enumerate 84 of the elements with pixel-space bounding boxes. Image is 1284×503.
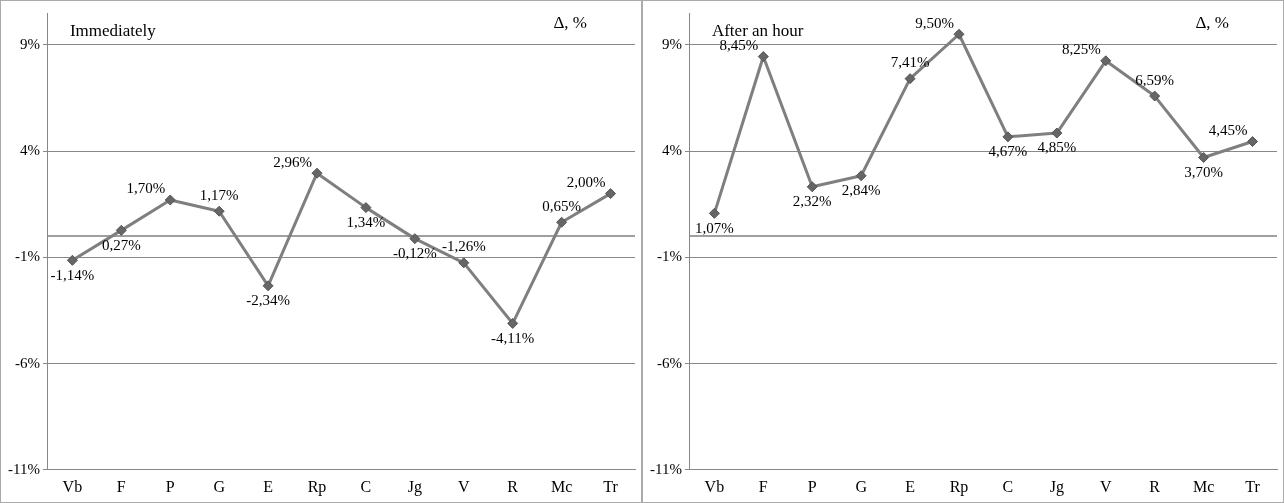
x-tick-label: Mc: [1192, 477, 1215, 495]
data-label: 9,50%: [915, 14, 955, 31]
x-tick-label: P: [807, 477, 817, 495]
point: [1149, 90, 1161, 102]
x-tick-label: Mc: [550, 477, 573, 495]
x-tick-label: P: [165, 477, 175, 495]
y-axis-title: Δ, %: [553, 12, 587, 32]
x-tick-label: G: [213, 477, 226, 495]
x-tick-label: F: [116, 477, 126, 495]
point: [1002, 131, 1014, 143]
data-label: 4,85%: [1037, 139, 1077, 156]
y-tick-label: 4%: [19, 142, 40, 159]
data-label: -2,34%: [246, 292, 290, 309]
point: [115, 224, 127, 236]
data-label: 4,67%: [988, 143, 1028, 160]
y-tick-label: -1%: [656, 248, 682, 265]
y-tick-label: 4%: [661, 142, 682, 159]
point: [806, 181, 818, 193]
point: [708, 207, 720, 219]
data-label: 2,00%: [566, 174, 606, 191]
data-label: 2,84%: [841, 182, 881, 199]
x-tick-label: E: [263, 477, 273, 495]
x-tick-label: Rp: [307, 477, 327, 496]
point: [556, 216, 568, 228]
text: Immediately: [69, 20, 157, 40]
x-tick-label: F: [758, 477, 768, 495]
data-label: 0,65%: [542, 197, 581, 214]
data-label: 1,07%: [695, 219, 734, 236]
point: [311, 167, 323, 179]
x-tick-label: R: [1149, 477, 1161, 495]
x-tick-label: E: [905, 477, 915, 495]
data-label: 8,25%: [1062, 41, 1101, 58]
point: [1100, 55, 1112, 67]
data-label: -4,11%: [491, 329, 535, 346]
point: [1198, 151, 1210, 163]
data-label: 0,27%: [101, 236, 141, 253]
y-axis-title: Δ, %: [1195, 12, 1229, 32]
point: [66, 254, 78, 266]
data-label: 3,70%: [1184, 163, 1223, 180]
x-tick-label: G: [855, 477, 868, 495]
data-label: 2,32%: [792, 193, 832, 210]
x-tick-label: Jg: [407, 477, 422, 496]
data-label: 1,34%: [346, 214, 386, 231]
data-label: 2,96%: [273, 153, 313, 170]
y-tick-label: -6%: [14, 354, 40, 371]
point: [953, 28, 965, 40]
x-tick-label: C: [360, 477, 372, 495]
y-tick-label: -11%: [650, 460, 682, 477]
x-tick-label: Rp: [949, 477, 969, 496]
point: [213, 205, 225, 217]
data-label: 7,41%: [890, 54, 930, 71]
x-tick-label: V: [1099, 477, 1112, 495]
y-tick-label: 9%: [661, 35, 682, 52]
x-tick-label: Vb: [62, 477, 83, 495]
data-label: -0,12%: [392, 245, 437, 262]
point: [360, 202, 372, 214]
y-tick-label: -6%: [656, 354, 682, 371]
y-tick-label: 9%: [19, 35, 40, 52]
x-tick-label: R: [507, 477, 519, 495]
y-tick-label: -11%: [8, 460, 40, 477]
point: [757, 51, 769, 63]
data-label: 1,17%: [199, 186, 239, 203]
data-label: -1,14%: [50, 266, 95, 283]
data-label: 6,59%: [1135, 71, 1175, 88]
point: [164, 194, 176, 206]
data-label: 1,70%: [126, 180, 166, 197]
x-tick-label: Tr: [603, 477, 619, 495]
point: [605, 188, 617, 200]
x-tick-label: V: [457, 477, 470, 495]
point: [262, 280, 274, 292]
point: [1051, 127, 1063, 139]
data-label: 4,45%: [1208, 121, 1248, 138]
point: [458, 257, 470, 269]
x-tick-label: Vb: [704, 477, 725, 495]
point: [409, 233, 421, 245]
x-tick-label: Tr: [1245, 477, 1261, 495]
x-tick-label: C: [1002, 477, 1014, 495]
point: [1247, 136, 1259, 148]
point: [855, 170, 867, 182]
data-label: -1,26%: [441, 238, 486, 255]
point: [507, 317, 519, 329]
x-tick-label: Jg: [1049, 477, 1064, 496]
point: [904, 73, 916, 85]
y-tick-label: -1%: [14, 248, 40, 265]
